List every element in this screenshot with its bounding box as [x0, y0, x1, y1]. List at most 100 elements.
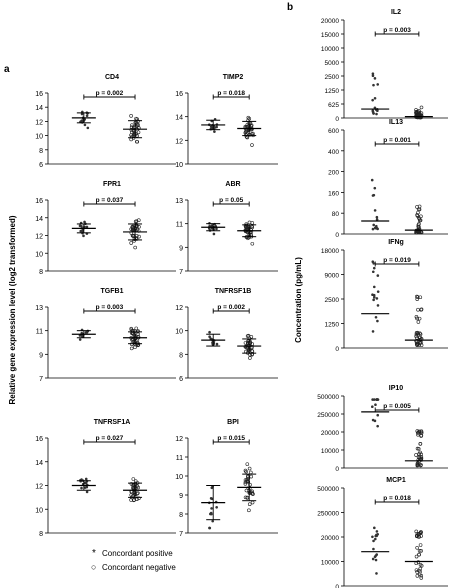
data-point: [249, 470, 253, 475]
data-point: [418, 115, 423, 120]
y-tick-label: 12: [35, 234, 43, 241]
data-point: [210, 507, 213, 510]
data-point: [247, 466, 252, 471]
data-point: [371, 74, 375, 78]
y-tick-label: 6: [179, 376, 183, 383]
y-tick-label: 20000: [321, 18, 339, 25]
data-point: [130, 123, 134, 128]
y-tick-label: 10000: [321, 560, 339, 567]
y-tick-label: 250000: [317, 511, 339, 518]
y-tick-label: 8: [39, 148, 43, 155]
data-point: [372, 398, 376, 401]
data-point: [133, 219, 138, 224]
data-point: [86, 126, 90, 130]
data-point: [137, 496, 141, 501]
p-value-label: p = 0.002: [217, 304, 245, 311]
y-tick-label: 80: [332, 211, 340, 218]
y-tick-label: 8: [39, 531, 43, 538]
data-point: [132, 239, 136, 243]
data-point: [376, 83, 380, 86]
data-point: [414, 332, 419, 337]
data-point: [372, 298, 375, 302]
y-tick-label: 12: [175, 138, 183, 145]
data-point: [417, 549, 422, 553]
subplot-title: IFNg: [388, 239, 404, 246]
subplot-title: FPR1: [103, 181, 121, 188]
data-point: [80, 334, 84, 337]
p-value-label: p = 0.019: [383, 257, 411, 264]
data-point: [418, 331, 422, 336]
data-point: [243, 341, 248, 345]
data-point: [129, 241, 133, 245]
data-point: [419, 563, 424, 568]
y-tick-label: 11: [176, 222, 183, 229]
panel-b-ylabel: Concentration (pg/mL): [294, 257, 303, 343]
data-point: [215, 505, 218, 509]
data-point: [416, 307, 420, 312]
data-point: [137, 234, 141, 239]
data-point: [130, 225, 135, 229]
y-tick-label: 14: [35, 216, 43, 223]
data-point: [373, 77, 377, 80]
p-value-label: p = 0.003: [383, 27, 411, 34]
data-point: [129, 114, 133, 118]
y-tick-label: 20000: [321, 535, 339, 542]
y-tick-label: 9000: [325, 273, 340, 280]
data-point: [244, 225, 248, 229]
data-point: [210, 512, 213, 516]
data-point: [373, 209, 377, 212]
data-point: [250, 500, 255, 505]
data-point: [82, 234, 85, 238]
y-tick-label: 13: [35, 305, 43, 312]
data-point: [135, 133, 139, 138]
data-point: [417, 225, 421, 229]
data-point: [419, 534, 424, 538]
data-point: [247, 220, 252, 225]
y-tick-label: 160: [328, 190, 339, 197]
data-point: [130, 338, 134, 342]
p-value-label: p = 0.005: [383, 403, 411, 410]
data-point: [371, 330, 375, 333]
data-point: [415, 205, 419, 209]
p-value-label: p = 0.018: [217, 90, 245, 97]
y-tick-label: 600: [328, 128, 339, 135]
y-tick-label: 16: [175, 91, 183, 98]
data-point: [243, 495, 248, 500]
data-point: [419, 111, 424, 116]
y-tick-label: 6: [39, 162, 43, 169]
subplot-abr: 7 9 11 13 ABR p = 0.05: [175, 181, 278, 276]
y-tick-label: 8: [179, 352, 183, 359]
data-point: [376, 274, 380, 277]
data-point: [374, 537, 377, 541]
data-point: [372, 293, 376, 297]
y-tick-label: 9: [39, 352, 43, 359]
data-point: [85, 225, 89, 229]
y-tick-label: 2500: [325, 297, 340, 304]
data-point: [376, 532, 380, 536]
data-point: [131, 477, 136, 481]
y-tick-label: 12: [35, 484, 43, 491]
y-tick-label: 8: [39, 269, 43, 276]
data-point: [419, 340, 424, 345]
data-point: [414, 334, 418, 339]
y-tick-label: 14: [35, 105, 43, 112]
data-point: [414, 341, 419, 346]
p-value-label: p = 0.037: [96, 197, 124, 204]
subplot-ip10: 0 10000 20000 250000 500000 IP10 p = 0.005: [317, 385, 448, 473]
data-point: [371, 405, 374, 408]
y-tick-label: 0: [335, 346, 339, 353]
data-point: [85, 114, 89, 118]
data-point: [85, 490, 89, 494]
data-point: [247, 502, 252, 507]
data-point: [419, 434, 423, 438]
data-point: [371, 535, 374, 539]
y-tick-label: 400: [328, 149, 339, 156]
data-point: [208, 526, 212, 530]
data-point: [80, 486, 83, 490]
data-point: [416, 331, 421, 336]
data-point: [250, 352, 254, 356]
data-point: [213, 130, 216, 133]
data-point: [80, 224, 83, 228]
data-point: [419, 430, 424, 435]
data-point: [416, 342, 420, 346]
